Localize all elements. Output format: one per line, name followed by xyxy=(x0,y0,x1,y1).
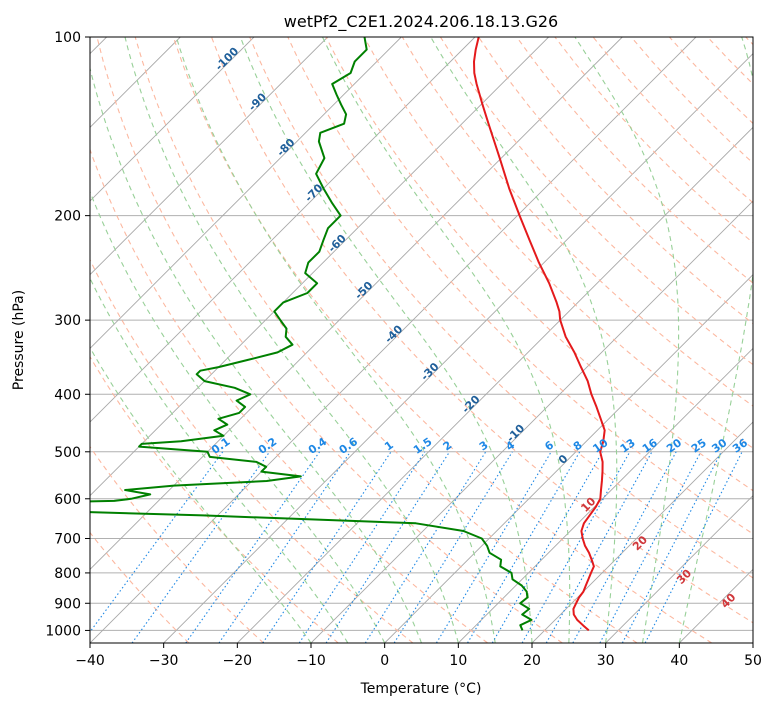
dewpoint-line xyxy=(90,37,533,631)
mixing-ratio-line xyxy=(218,451,351,643)
isotherm-line xyxy=(605,495,753,643)
moist-adiabat-line xyxy=(90,277,349,643)
x-axis-label: Temperature (°C) xyxy=(360,681,482,697)
y-tick-label: 500 xyxy=(54,445,81,461)
mixing-ratio-line xyxy=(572,451,677,643)
isotherm-line xyxy=(458,347,753,643)
y-tick-label: 1000 xyxy=(45,623,81,639)
dry-adiabat-line xyxy=(90,531,190,643)
mixing-ratio-line xyxy=(185,451,321,643)
dry-adiabat-line xyxy=(90,258,414,643)
x-tick-label: 0 xyxy=(380,653,389,669)
isotherm-line xyxy=(90,37,328,276)
isotherm-line xyxy=(90,37,697,643)
moist-adiabat-line xyxy=(322,37,571,643)
dry-adiabat-line xyxy=(516,37,753,284)
mixing-ratio-line xyxy=(435,451,552,643)
moist-adiabat-line xyxy=(90,346,312,643)
x-tick-label: −30 xyxy=(149,653,179,669)
y-tick-label: 700 xyxy=(54,532,81,548)
mixing-ratio-line xyxy=(521,451,631,643)
dry-adiabat-line xyxy=(172,37,712,643)
mixing-ratio-line xyxy=(491,451,603,643)
moist-adiabat-line xyxy=(239,37,533,643)
isotherm-line xyxy=(237,126,753,643)
x-tick-label: 10 xyxy=(449,653,467,669)
dry-adiabat-line xyxy=(96,37,563,643)
chart-title: wetPf2_C2E1.2024.206.18.13.G26 xyxy=(284,12,558,32)
moist-adiabat-line xyxy=(90,66,423,643)
isotherm-line xyxy=(90,37,549,497)
x-tick-label: −20 xyxy=(223,653,253,669)
moist-adiabat-line xyxy=(175,37,496,643)
dry-adiabat-line xyxy=(134,37,638,643)
isotherm-line xyxy=(384,274,753,643)
x-tick-label: 50 xyxy=(744,653,762,669)
dry-adiabat-line xyxy=(249,37,753,579)
y-tick-label: 200 xyxy=(54,209,81,225)
mixing-ratio-line xyxy=(393,451,513,643)
y-tick-label: 900 xyxy=(54,596,81,612)
isotherm-line xyxy=(90,37,402,349)
y-tick-label: 800 xyxy=(54,566,81,582)
isotherm-line xyxy=(90,37,623,570)
mixing-ratio-line xyxy=(599,451,702,643)
y-tick-label: 300 xyxy=(54,313,81,329)
dry-adiabat-line xyxy=(90,445,264,643)
y-axis-label: Pressure (hPa) xyxy=(11,290,27,390)
moist-adiabat-line xyxy=(430,37,618,643)
y-tick-label: 400 xyxy=(54,387,81,403)
dry-adiabat-line xyxy=(439,37,753,366)
y-tick-label: 100 xyxy=(54,30,81,46)
x-tick-label: −40 xyxy=(75,653,105,669)
isotherm-line xyxy=(90,37,255,202)
dry-adiabat-line xyxy=(90,148,488,643)
dry-adiabat-line xyxy=(210,37,753,624)
mixing-ratio-line xyxy=(131,451,271,643)
mixing-ratio-line xyxy=(364,451,487,643)
axis-ticks: −40 −30 −20 −10 0 10 20 30 40 50 100 200 300 400 500 60… xyxy=(45,30,762,669)
dry-adiabat-line xyxy=(90,355,339,643)
moist-adiabat-line xyxy=(124,37,459,643)
dry-adiabat-line xyxy=(401,37,753,407)
background-lines xyxy=(90,37,753,643)
x-tick-label: 30 xyxy=(597,653,615,669)
plot-frame xyxy=(89,36,754,644)
isotherm-line xyxy=(163,53,753,643)
x-tick-label: 20 xyxy=(523,653,541,669)
isotherm-line xyxy=(90,37,476,423)
x-tick-label: 40 xyxy=(670,653,688,669)
mixing-ratio-line xyxy=(467,451,581,643)
moist-adiabat-line xyxy=(574,37,680,643)
mixing-ratio-line xyxy=(545,451,653,643)
dry-adiabat-line xyxy=(287,37,753,535)
data-lines xyxy=(90,37,606,632)
x-tick-label: −10 xyxy=(296,653,326,669)
moist-adiabat-line xyxy=(90,190,386,643)
isotherm-line xyxy=(531,421,753,643)
y-tick-label: 600 xyxy=(54,492,81,508)
temperature-line xyxy=(473,37,606,632)
